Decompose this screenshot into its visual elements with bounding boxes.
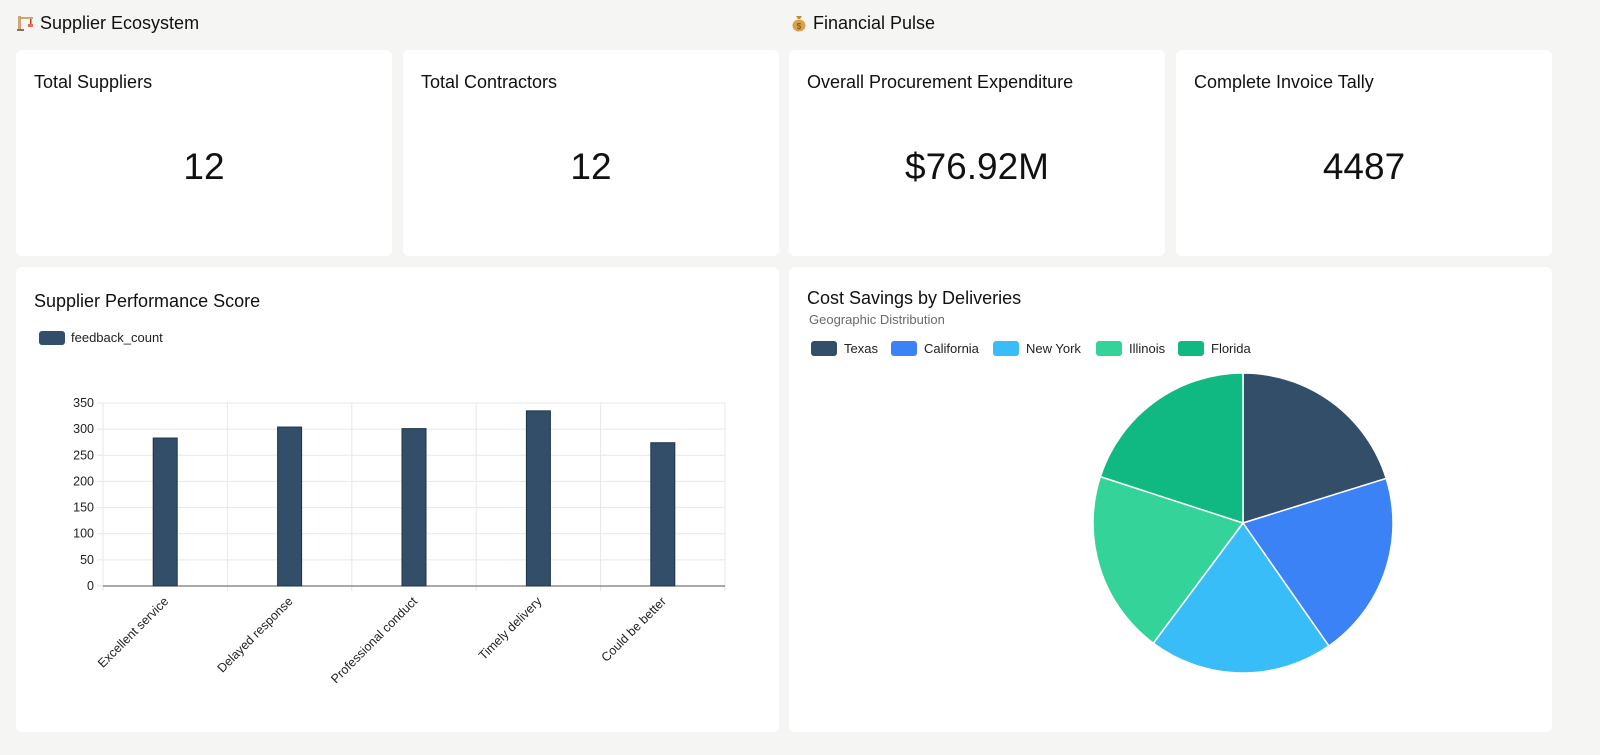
kpi-card-procurement-expenditure: Overall Procurement Expenditure $76.92M bbox=[789, 50, 1165, 256]
pie-slice bbox=[1241, 477, 1394, 648]
y-tick-label: 350 bbox=[73, 396, 94, 410]
kpi-title: Total Suppliers bbox=[34, 72, 153, 92]
legend-swatch bbox=[1096, 341, 1122, 356]
x-tick-label: Timely delivery bbox=[476, 594, 545, 663]
construction-icon bbox=[16, 13, 36, 33]
bar bbox=[525, 410, 551, 587]
kpi-title: Complete Invoice Tally bbox=[1194, 72, 1374, 92]
kpi-title: Total Contractors bbox=[421, 72, 558, 92]
y-tick-label: 250 bbox=[73, 448, 94, 462]
chart-title: Supplier Performance Score bbox=[34, 291, 261, 311]
kpi-value: 12 bbox=[570, 146, 612, 187]
y-tick-label: 200 bbox=[73, 474, 94, 488]
section-title: Financial Pulse bbox=[813, 12, 936, 33]
bar bbox=[401, 428, 427, 587]
x-tick-label: Delayed response bbox=[215, 594, 296, 675]
money-bag-icon: $ bbox=[789, 13, 809, 33]
bar bbox=[152, 437, 178, 587]
supplier-ecosystem-header: Supplier Ecosystem bbox=[16, 12, 199, 34]
pie-slice bbox=[1242, 372, 1388, 525]
legend-swatch bbox=[993, 341, 1019, 356]
svg-text:$: $ bbox=[797, 22, 802, 31]
pie-slice bbox=[1099, 372, 1244, 525]
bar-chart: feedback_count 0 50 100 150 200 250 300 350 Excel… bbox=[39, 330, 726, 686]
legend-swatch bbox=[1178, 341, 1204, 356]
section-title: Supplier Ecosystem bbox=[40, 12, 200, 33]
x-tick-label: Professional conduct bbox=[328, 594, 420, 686]
x-tick-label: Could be better bbox=[599, 594, 669, 664]
y-tick-label: 50 bbox=[80, 553, 94, 567]
y-tick-label: 0 bbox=[87, 579, 94, 593]
legend-label: Texas bbox=[844, 341, 878, 356]
kpi-value: 12 bbox=[183, 146, 225, 187]
financial-pulse-header: $ Financial Pulse bbox=[789, 12, 935, 34]
bar bbox=[277, 426, 303, 587]
legend-swatch bbox=[39, 331, 65, 345]
legend-label: Florida bbox=[1211, 341, 1252, 356]
legend-label: feedback_count bbox=[71, 330, 163, 345]
kpi-value: 4487 bbox=[1322, 146, 1406, 187]
chart-subtitle: Geographic Distribution bbox=[809, 312, 945, 327]
bar bbox=[650, 442, 676, 587]
chart-title: Cost Savings by Deliveries bbox=[807, 288, 1022, 308]
kpi-value: $76.92M bbox=[905, 146, 1049, 187]
x-tick-label: Excellent service bbox=[95, 594, 171, 670]
legend-swatch bbox=[811, 341, 837, 356]
kpi-title: Overall Procurement Expenditure bbox=[807, 72, 1074, 92]
legend-label: New York bbox=[1026, 341, 1081, 356]
legend-swatch bbox=[891, 341, 917, 356]
cost-savings-card: Cost Savings by Deliveries Geographic Di… bbox=[789, 267, 1552, 732]
y-tick-label: 300 bbox=[73, 422, 94, 436]
pie-slice bbox=[1152, 521, 1330, 674]
legend-label: Illinois bbox=[1129, 341, 1166, 356]
supplier-performance-card: Supplier Performance Score feedback_coun… bbox=[16, 267, 779, 732]
kpi-card-invoice-tally: Complete Invoice Tally 4487 bbox=[1176, 50, 1552, 256]
kpi-card-total-suppliers: Total Suppliers 12 bbox=[16, 50, 392, 256]
kpi-card-total-contractors: Total Contractors 12 bbox=[403, 50, 779, 256]
pie-chart: Texas California New York Illinois Florida bbox=[811, 341, 1394, 674]
y-tick-label: 100 bbox=[73, 527, 94, 541]
y-tick-label: 150 bbox=[73, 501, 94, 515]
pie-slice bbox=[1092, 475, 1245, 645]
legend-label: California bbox=[924, 341, 980, 356]
